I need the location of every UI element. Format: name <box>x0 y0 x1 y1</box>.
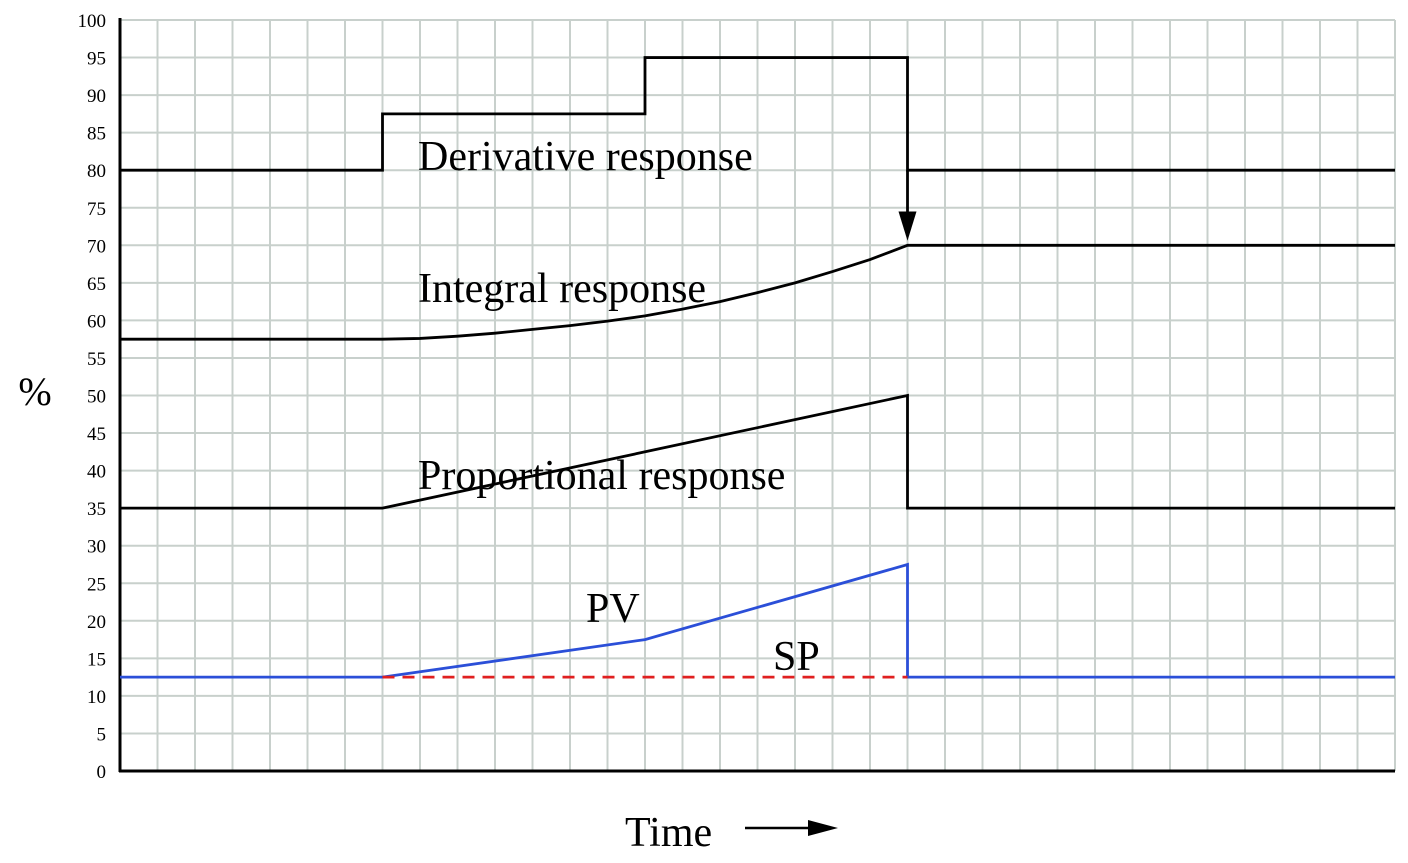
series-derivative-response <box>120 56 1395 172</box>
y-tick-label: 85 <box>87 124 106 145</box>
y-tick-label: 65 <box>87 274 106 295</box>
y-tick-label: 10 <box>87 687 106 708</box>
series-pv <box>120 562 1395 679</box>
grid <box>119 19 1396 772</box>
label-sp: SP <box>773 634 820 680</box>
y-tick-label: 45 <box>87 424 106 445</box>
y-tick-label: 0 <box>97 762 107 783</box>
y-tick-label: 80 <box>87 161 106 182</box>
series-integral-response <box>120 243 1395 341</box>
y-tick-label: 50 <box>87 387 106 408</box>
y-tick-label: 95 <box>87 49 106 70</box>
y-tick-label: 5 <box>97 724 107 745</box>
y-tick-label: 25 <box>87 574 106 595</box>
y-tick-label: 70 <box>87 236 106 257</box>
y-tick-label: 15 <box>87 649 106 670</box>
y-ticks: 0 5 10 15 20 25 30 35 40 45 50 55 60 65 70 75 80 85 90 95 10… <box>78 11 107 783</box>
y-tick-label: 40 <box>87 462 106 483</box>
annotations: Derivative response Integral response Prop… <box>418 134 917 680</box>
x-axis-label: Time <box>625 810 712 856</box>
y-tick-label: 75 <box>87 199 106 220</box>
y-tick-label: 30 <box>87 537 106 558</box>
arrow-down-icon <box>898 211 917 241</box>
label-proportional-response: Proportional response <box>418 453 785 499</box>
label-pv: PV <box>586 586 640 632</box>
y-tick-label: 55 <box>87 349 106 370</box>
series <box>120 56 1395 679</box>
y-tick-label: 60 <box>87 311 106 332</box>
y-tick-label: 100 <box>78 11 107 32</box>
time-arrow-icon <box>745 820 838 836</box>
y-tick-label: 20 <box>87 612 106 633</box>
y-axis-label: % <box>18 369 51 414</box>
label-derivative-response: Derivative response <box>418 134 753 180</box>
y-tick-label: 35 <box>87 499 106 520</box>
axes <box>118 18 1395 773</box>
series-proportional-response <box>120 393 1395 510</box>
y-tick-label: 90 <box>87 86 106 107</box>
label-integral-response: Integral response <box>418 266 706 312</box>
